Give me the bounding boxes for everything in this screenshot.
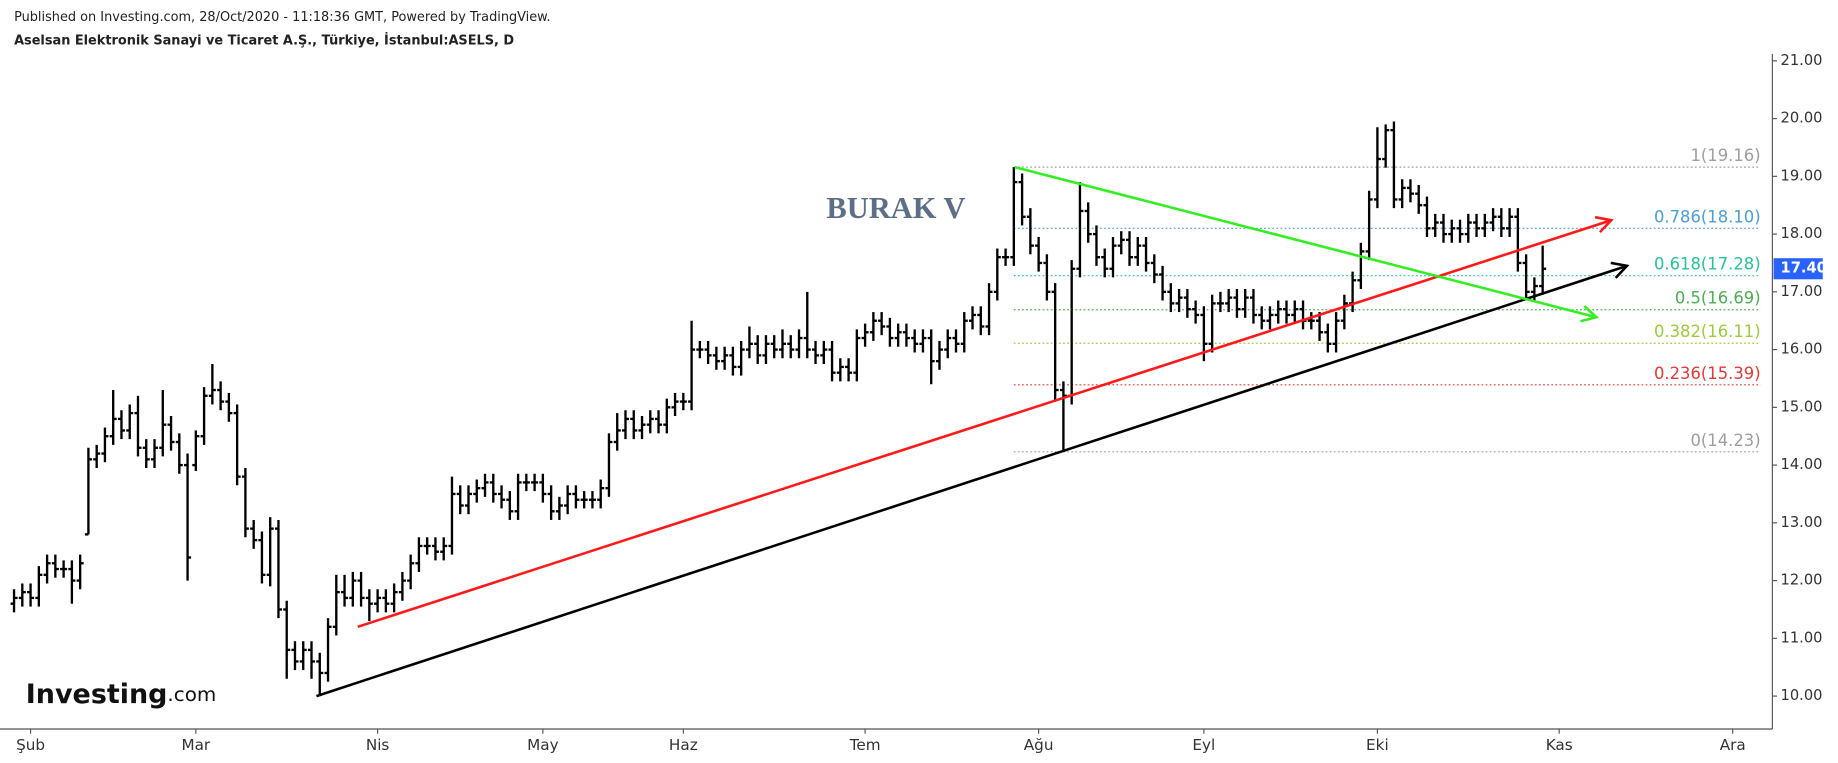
y-tick-label: 19.00 [1781,167,1823,184]
fib-label: 1(19.16) [1690,146,1760,165]
y-tick-label: 10.00 [1781,687,1823,704]
y-tick-label: 18.00 [1781,225,1823,242]
x-tick-label: Ara [1720,736,1746,754]
y-tick-label: 15.00 [1781,398,1823,415]
x-tick-label: Tem [849,736,881,754]
trendline [357,219,1612,629]
x-tick-label: Mar [181,736,210,754]
x-tick-label: Nis [366,736,390,754]
y-tick-label: 14.00 [1781,456,1823,473]
y-tick-label: 13.00 [1781,514,1823,531]
fib-label: 0.618(17.28) [1654,255,1761,274]
y-tick-label: 12.00 [1781,572,1823,589]
published-note: Published on Investing.com, 28/Oct/2020 … [14,10,551,25]
x-tick-label: May [527,736,558,754]
fib-label: 0.236(15.39) [1654,364,1761,383]
y-tick-label: 17.00 [1781,283,1823,300]
trendline [316,264,1628,698]
x-tick-label: Eki [1366,736,1389,754]
trendline-arrow [1594,215,1614,234]
fib-label: 0(14.23) [1690,431,1760,450]
trendline-arrow [1580,305,1599,323]
fib-label: 0.786(18.10) [1654,207,1761,226]
logo-main: Investing [26,679,168,710]
trendline-arrow [1610,261,1630,279]
y-tick-label: 20.00 [1781,110,1823,127]
logo-suffix: .com [167,683,216,706]
x-tick-label: Kas [1546,736,1573,754]
y-tick-label: 16.00 [1781,341,1823,358]
x-tick-label: Ağu [1024,736,1054,754]
symbol-title: Aselsan Elektronik Sanayi ve Ticaret A.Ş… [14,33,514,49]
trendline [1014,165,1597,319]
x-tick-label: Şub [16,736,45,754]
fib-label: 0.5(16.69) [1675,289,1761,308]
last-price-tag [1773,258,1823,280]
logo: Investing.com [26,679,216,710]
annotation: BURAK V [826,191,965,225]
fib-label: 0.382(16.11) [1654,322,1761,341]
x-tick-label: Eyl [1192,736,1215,754]
y-tick-label: 11.00 [1781,629,1823,646]
y-tick-label: 21.00 [1781,52,1823,69]
x-tick-label: Haz [669,736,698,754]
last-price-label: 17.40 [1781,260,1827,277]
